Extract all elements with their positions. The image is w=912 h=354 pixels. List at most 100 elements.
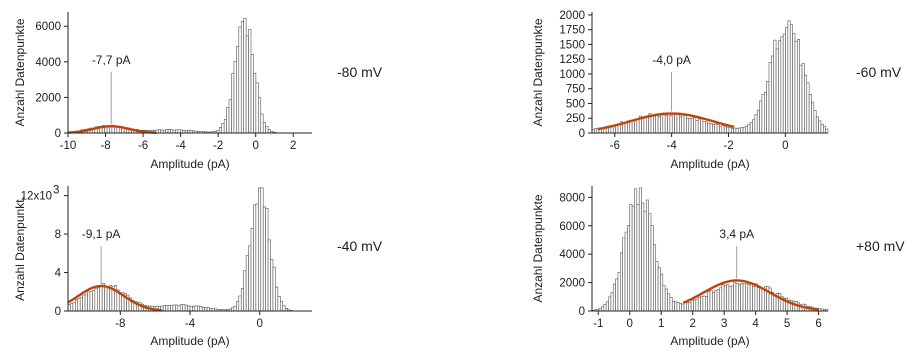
- histogram-bar: [686, 302, 690, 312]
- y-tick-label: 0: [55, 306, 61, 318]
- y-tick-label: 0: [579, 306, 585, 318]
- x-tick-label: -8: [115, 318, 125, 330]
- y-tick-label: 0: [579, 128, 585, 140]
- x-axis-label: Amplitude (pA): [150, 157, 229, 171]
- x-tick-label: 2: [689, 318, 695, 330]
- histogram-bar: [653, 244, 657, 312]
- histogram-bar: [248, 245, 252, 312]
- histogram-bar: [89, 291, 93, 312]
- histogram-bar: [270, 259, 274, 312]
- histogram-bar: [738, 127, 741, 134]
- histogram-bar: [634, 188, 638, 312]
- histogram-bar: [79, 297, 83, 312]
- histogram-bar: [671, 113, 675, 134]
- histogram-bar: [279, 300, 284, 312]
- histogram-bar: [165, 305, 169, 312]
- x-tick-label: -2: [213, 140, 223, 152]
- histogram-bar: [681, 303, 685, 312]
- histogram-bar: [749, 122, 753, 134]
- histogram-bar: [243, 270, 247, 312]
- x-axis-label: Amplitude (pA): [150, 334, 229, 348]
- histogram-bar: [818, 120, 822, 134]
- histogram-bar: [265, 208, 269, 312]
- histogram-bar: [610, 292, 614, 312]
- histogram-bar: [206, 307, 210, 312]
- histogram-bar: [645, 199, 649, 312]
- histogram-bar: [258, 97, 262, 134]
- histogram-bar: [728, 127, 732, 134]
- histogram-bar: [175, 304, 179, 312]
- histogram-bar: [664, 115, 668, 134]
- x-tick-label: -8: [100, 140, 110, 152]
- histogram-bar: [250, 227, 254, 312]
- histogram-bar: [733, 282, 737, 312]
- x-tick-label: 3: [721, 318, 727, 330]
- histogram-bar: [106, 287, 110, 312]
- histogram-bar: [601, 306, 605, 312]
- y-tick-label: 8000: [559, 192, 585, 204]
- histogram-bar: [688, 118, 692, 134]
- gaussian-fit-line: [67, 284, 163, 312]
- histogram-bar: [104, 286, 108, 312]
- histogram-bar: [723, 285, 727, 312]
- histogram-bar: [248, 28, 252, 134]
- histogram-bar: [228, 99, 232, 134]
- histogram-bar: [238, 295, 242, 312]
- histogram-bar: [792, 33, 796, 134]
- voltage-label: -40 mV: [337, 238, 383, 254]
- histogram-bar: [707, 122, 711, 134]
- histogram-bar: [265, 126, 269, 134]
- histogram-bar: [686, 117, 690, 134]
- histogram-bar: [749, 283, 753, 312]
- histogram-bar: [617, 271, 621, 312]
- histogram-bar: [813, 110, 817, 134]
- histogram-bar: [660, 113, 664, 134]
- histogram-bar: [255, 82, 259, 134]
- histogram-bar: [799, 64, 803, 134]
- histogram-bar: [761, 94, 765, 134]
- histogram-bar: [262, 121, 266, 134]
- histogram-bar: [671, 300, 675, 312]
- histogram-bar: [740, 282, 744, 312]
- histogram-bar: [740, 127, 744, 134]
- histogram-bar: [277, 296, 281, 312]
- gaussian-fit-line: [67, 125, 157, 134]
- histogram-bar: [775, 48, 779, 134]
- histogram-bar: [655, 261, 659, 312]
- histogram-bar: [752, 286, 756, 312]
- x-tick-label: 2: [290, 140, 296, 152]
- histogram-bar: [223, 118, 227, 134]
- histogram-bar: [629, 204, 633, 312]
- histogram-bar: [707, 291, 711, 312]
- histogram-bar: [192, 306, 196, 312]
- peak-annotation: 3,4 pA: [719, 227, 754, 241]
- histogram-bar: [804, 74, 808, 134]
- peak-annotation: -4,0 pA: [652, 53, 691, 67]
- histogram-bar: [716, 289, 720, 312]
- histogram-bar: [267, 239, 271, 312]
- histogram-bar: [612, 283, 616, 312]
- histogram-bar: [72, 302, 76, 312]
- y-tick-label: 250: [566, 113, 585, 125]
- histogram-bar: [96, 287, 101, 312]
- histogram-bar: [92, 290, 96, 312]
- histogram-bar: [745, 125, 749, 134]
- histogram-bar: [636, 204, 640, 312]
- histogram-bar: [726, 126, 730, 134]
- x-tick-label: 6: [815, 318, 821, 330]
- histogram-bar: [624, 122, 628, 134]
- y-tick-label: 6000: [559, 221, 585, 233]
- histogram-bar: [754, 283, 758, 312]
- histogram-bar: [709, 123, 713, 134]
- y-axis-label: Anzahl Datenpunkt.: [13, 196, 27, 301]
- histogram-bar: [801, 63, 805, 134]
- histogram-bar: [177, 305, 181, 312]
- histogram-bar: [756, 287, 760, 312]
- histogram-bar: [189, 305, 193, 312]
- histogram-bar: [253, 72, 257, 134]
- histogram-bar: [255, 203, 259, 312]
- histogram-bar: [655, 114, 659, 134]
- histogram-bar: [747, 123, 751, 134]
- histogram-bar: [638, 187, 642, 312]
- histogram-bar: [272, 266, 276, 312]
